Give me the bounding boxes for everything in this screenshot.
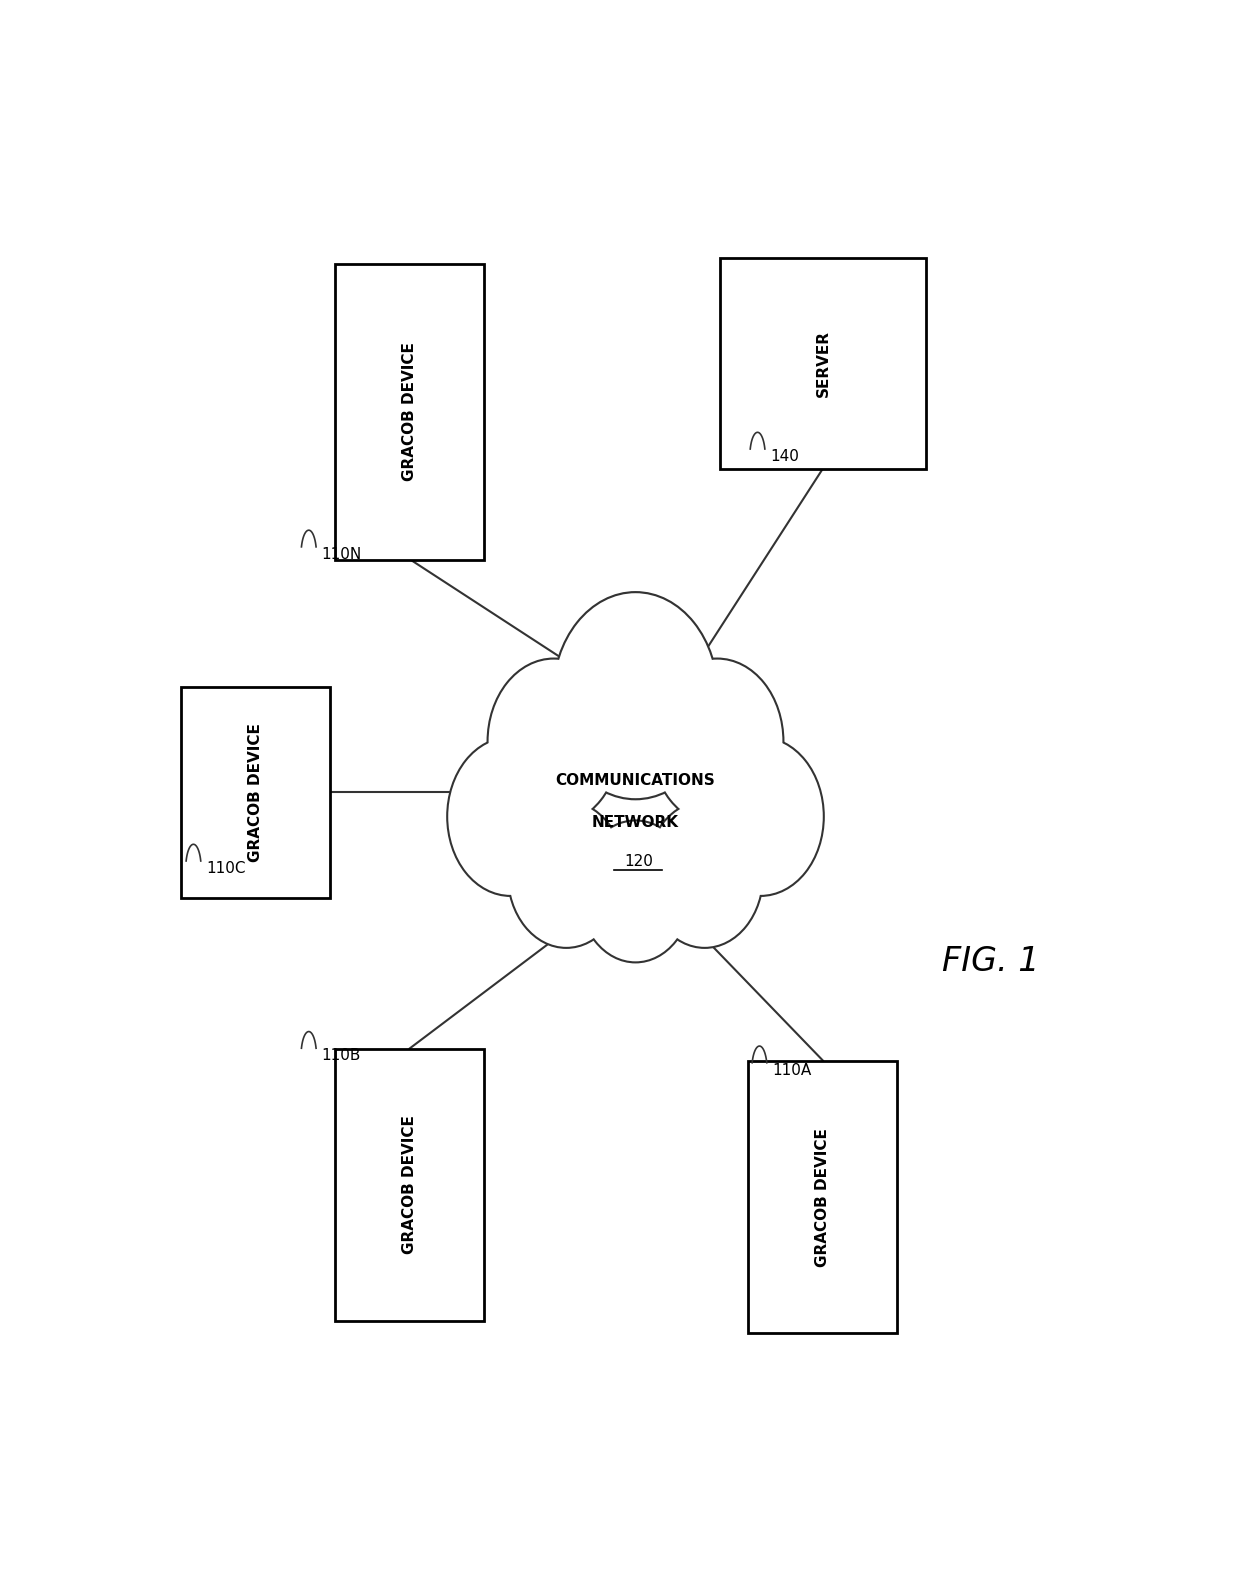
FancyBboxPatch shape [181, 687, 330, 897]
Circle shape [652, 659, 782, 824]
Text: 110C: 110C [206, 861, 246, 876]
FancyBboxPatch shape [749, 1061, 898, 1334]
Circle shape [647, 802, 763, 948]
Text: 110A: 110A [773, 1062, 811, 1078]
Circle shape [508, 802, 624, 948]
Text: GRACOB DEVICE: GRACOB DEVICE [402, 1116, 417, 1255]
Text: GRACOB DEVICE: GRACOB DEVICE [816, 1128, 831, 1266]
Circle shape [448, 737, 573, 894]
Circle shape [508, 802, 624, 946]
Text: 120: 120 [624, 854, 652, 869]
FancyBboxPatch shape [719, 257, 926, 469]
Text: SERVER: SERVER [816, 329, 831, 397]
Circle shape [554, 593, 717, 799]
Text: NETWORK: NETWORK [591, 814, 680, 830]
Text: 110N: 110N [321, 548, 362, 562]
Circle shape [489, 659, 619, 824]
FancyBboxPatch shape [335, 264, 484, 560]
Circle shape [489, 659, 619, 824]
Text: 140: 140 [770, 449, 799, 464]
Text: GRACOB DEVICE: GRACOB DEVICE [248, 723, 263, 861]
Circle shape [448, 737, 573, 894]
Circle shape [652, 659, 782, 824]
Circle shape [698, 737, 823, 894]
Circle shape [554, 593, 717, 799]
Text: GRACOB DEVICE: GRACOB DEVICE [402, 342, 417, 482]
FancyBboxPatch shape [335, 1050, 484, 1321]
Text: 110B: 110B [321, 1048, 361, 1064]
Circle shape [580, 821, 691, 962]
Text: FIG. 1: FIG. 1 [942, 945, 1040, 977]
Circle shape [698, 737, 823, 894]
Circle shape [580, 822, 691, 962]
Circle shape [647, 802, 763, 946]
Text: COMMUNICATIONS: COMMUNICATIONS [556, 774, 715, 788]
